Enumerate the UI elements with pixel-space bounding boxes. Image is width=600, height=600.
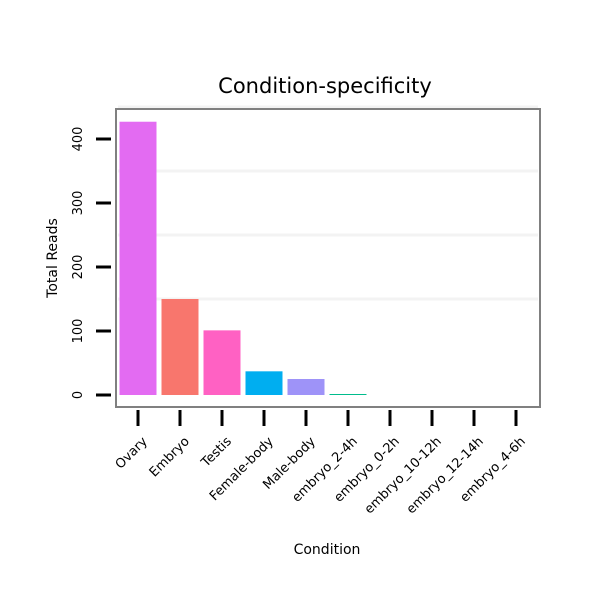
x-axis-title: Condition bbox=[294, 542, 361, 558]
bar-embryo bbox=[161, 299, 199, 395]
x-tick-label: Embryo bbox=[147, 434, 193, 480]
plot-frame bbox=[115, 108, 541, 408]
y-axis: 0 100 200 300 400 bbox=[71, 127, 111, 399]
x-tick-label: Testis bbox=[198, 434, 235, 471]
y-tick-label: 300 bbox=[71, 191, 86, 216]
bars bbox=[119, 121, 367, 395]
gridlines bbox=[118, 105, 538, 301]
y-tick-label: 100 bbox=[71, 319, 86, 344]
y-tick-label: 200 bbox=[71, 255, 86, 280]
bar-embryo-2-4h bbox=[329, 394, 367, 395]
y-tick-label: 0 bbox=[71, 391, 86, 399]
bar-ovary bbox=[119, 121, 157, 395]
chart-title: Condition-specificity bbox=[218, 74, 432, 98]
x-tick-label: embryo_10-12h bbox=[362, 434, 445, 517]
y-axis-title: Total Reads bbox=[45, 218, 61, 299]
bar-testis bbox=[203, 330, 241, 395]
bar-male-body bbox=[287, 379, 325, 395]
x-tick-label: embryo_12-14h bbox=[404, 434, 487, 517]
x-tick-label: Ovary bbox=[113, 434, 151, 472]
bar-female-body bbox=[245, 371, 283, 395]
y-tick-label: 400 bbox=[71, 127, 86, 152]
